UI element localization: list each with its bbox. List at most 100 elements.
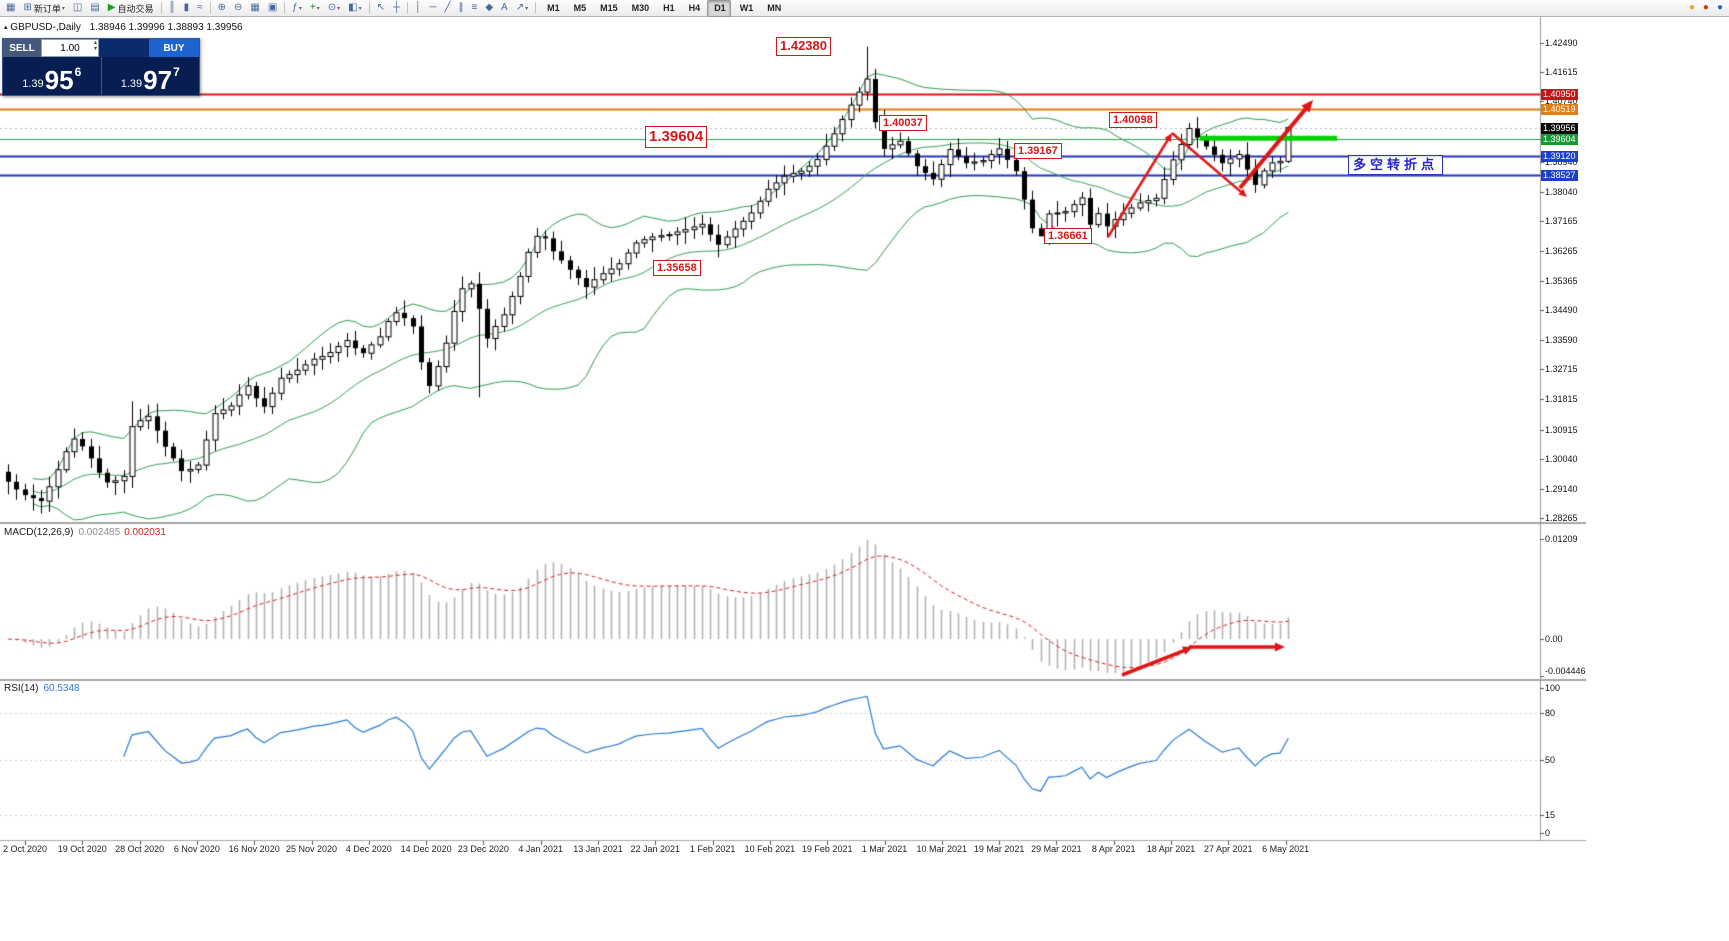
tf-mn-button[interactable]: MN [767, 3, 782, 13]
date-axis-label: 10 Feb 2021 [744, 844, 796, 854]
toolbar: ▦ ⊞ 新订单 ▾ ◫ ▤ ▶ [0, 0, 1729, 17]
bid-big-digits: 95 [44, 65, 74, 95]
price-badge-resistance-upper: 1.40950 [1541, 89, 1578, 101]
help-icon[interactable]: ● [1688, 2, 1695, 13]
tf-w1-button[interactable]: W1 [739, 3, 754, 13]
add-indicator-icon[interactable]: + ▾ [309, 2, 320, 13]
community-icon[interactable]: ● [1716, 2, 1723, 13]
market-watch-icon[interactable]: ▦ [6, 2, 16, 13]
bid-price-button[interactable]: 1.39 95 6 [3, 57, 102, 95]
trendline-icon[interactable]: ╱ [444, 2, 451, 13]
cursor-icon[interactable]: ↖ [376, 2, 385, 13]
text-icon[interactable]: A [501, 2, 508, 13]
data-window-icon[interactable]: ▤ [90, 2, 100, 13]
periods-icon[interactable]: ⊙ ▾ [327, 2, 341, 13]
rsi-indicator-label: RSI(14) 60.5348 [4, 683, 80, 694]
date-axis-label: 6 May 2021 [1262, 844, 1310, 854]
date-axis-label: 19 Oct 2020 [57, 844, 107, 854]
price-axis-label: 1.38040 [1545, 186, 1578, 197]
price-axis-label: 1.40740 [1545, 96, 1578, 107]
channel-icon[interactable]: ∥ [458, 2, 464, 13]
one-click-trading-panel: SELL 1.00 ▴ ▾ BUY 1.39 95 6 1.39 97 7 [2, 38, 200, 96]
price-note-140098[interactable]: 1.40098 [1109, 112, 1157, 129]
bid-pip-digit: 6 [74, 65, 82, 79]
tf-m15-button[interactable]: M15 [600, 3, 618, 13]
price-note-136661[interactable]: 1.36661 [1044, 228, 1092, 245]
templates-icon[interactable]: ◧ ▾ [348, 2, 362, 13]
price-badge-green-level: 1.39604 [1541, 134, 1578, 146]
candles-chart-icon[interactable]: ▮ [183, 2, 190, 13]
zoom-in-icon[interactable]: ⊕ [217, 2, 226, 13]
horizontal-line-icon[interactable]: ─ [429, 2, 437, 13]
price-note-142380[interactable]: 1.42380 [776, 37, 831, 56]
fibonacci-icon[interactable]: ≡ [471, 2, 478, 13]
date-axis-label: 25 Nov 2020 [285, 844, 338, 854]
tf-h4-button[interactable]: H4 [688, 3, 701, 13]
rsi-axis-label: 15 [1545, 809, 1556, 820]
new-order-button[interactable]: ⊞ 新订单 ▾ [23, 2, 65, 14]
price-axis-label: 1.29140 [1545, 483, 1578, 494]
ask-price-button[interactable]: 1.39 97 7 [102, 57, 200, 95]
date-axis-label: 19 Feb 2021 [801, 844, 853, 854]
ask-prefix: 1.39 [120, 78, 143, 90]
price-note-135658[interactable]: 1.35658 [653, 260, 701, 277]
price-badge-blue-lower: 1.38527 [1541, 170, 1578, 182]
auto-trading-button[interactable]: ▶ 自动交易 [107, 2, 154, 14]
price-axis-label: 1.31815 [1545, 394, 1578, 405]
macd-axis-label: -0.004446 [1545, 666, 1586, 676]
buy-button[interactable]: BUY [149, 39, 199, 57]
price-axis-label: 1.32715 [1545, 364, 1578, 375]
ohlc-values: 1.38946 1.39996 1.38893 1.39956 [89, 22, 243, 33]
date-axis-label: 29 Mar 2021 [1031, 844, 1082, 854]
notifications-icon[interactable]: ● [1702, 2, 1709, 13]
zoom-out-icon[interactable]: ⊖ [234, 2, 243, 13]
bid-prefix: 1.39 [22, 78, 44, 90]
tf-m1-button[interactable]: M1 [547, 3, 560, 13]
line-chart-icon[interactable]: ≈ [197, 2, 203, 13]
volume-up-icon[interactable]: ▴ [93, 40, 97, 46]
volume-stepper[interactable]: ▴ ▾ [94, 40, 97, 52]
macd-indicator-label: MACD(12,26,9) 0.002485 0.002031 [4, 527, 166, 538]
date-axis-label: 14 Dec 2020 [400, 844, 452, 854]
chart-title: ▴ GBPUSD-,Daily 1.38946 1.39996 1.38893 … [4, 22, 243, 33]
volume-value: 1.00 [60, 42, 80, 54]
date-axis-label: 23 Dec 2020 [457, 844, 509, 854]
crosshair-icon[interactable]: ┼ [393, 2, 401, 13]
bars-chart-icon[interactable]: ║ [168, 2, 176, 13]
price-badge-resistance-lower: 1.40519 [1541, 103, 1578, 115]
tf-d1-button[interactable]: D1 [707, 0, 731, 17]
volume-down-icon[interactable]: ▾ [93, 46, 97, 52]
tf-m5-button[interactable]: M5 [573, 3, 587, 13]
date-axis-label: 4 Jan 2021 [518, 844, 563, 854]
symbol-name: GBPUSD-,Daily [10, 22, 81, 33]
date-axis-label: 8 Apr 2021 [1091, 844, 1136, 854]
price-badge-current: 1.39956 [1541, 122, 1578, 134]
sell-button[interactable]: SELL [3, 39, 41, 57]
turning-point-note[interactable]: 多空转折点 [1348, 155, 1444, 175]
price-note-139167[interactable]: 1.39167 [1014, 143, 1062, 160]
indicators-icon[interactable]: ƒ ▾ [292, 2, 302, 13]
vertical-line-icon[interactable]: │ [415, 2, 422, 13]
price-note-140037[interactable]: 1.40037 [879, 115, 927, 132]
price-axis-label: 1.30040 [1545, 453, 1578, 464]
tile-windows-icon[interactable]: ▦ [250, 2, 260, 13]
date-axis-label: 18 Apr 2021 [1146, 844, 1196, 854]
price-axis-label: 1.35365 [1545, 275, 1578, 286]
auto-arrange-icon[interactable]: ▣ [267, 2, 278, 13]
volume-input[interactable]: 1.00 ▴ ▾ [41, 39, 99, 57]
price-axis-label: 1.36265 [1545, 245, 1578, 256]
price-note-139604[interactable]: 1.39604 [645, 126, 708, 148]
tf-m30-button[interactable]: M30 [631, 3, 650, 13]
shapes-icon[interactable]: ◆ [485, 2, 494, 13]
macd-axis-label: 0.00 [1545, 634, 1563, 645]
price-axis-label: 1.42490 [1545, 38, 1578, 48]
ask-pip-digit: 7 [173, 65, 180, 79]
tf-h1-button[interactable]: H1 [663, 3, 675, 13]
symbol-marker-icon: ▴ [4, 24, 8, 31]
rsi-axis-label: 100 [1545, 683, 1561, 693]
chart-window-icon[interactable]: ◫ [72, 2, 83, 13]
arrow-tool-icon[interactable]: ↗ ▾ [515, 2, 529, 13]
date-axis-label: 28 Oct 2020 [115, 844, 165, 854]
ask-big-digits: 97 [143, 65, 173, 95]
